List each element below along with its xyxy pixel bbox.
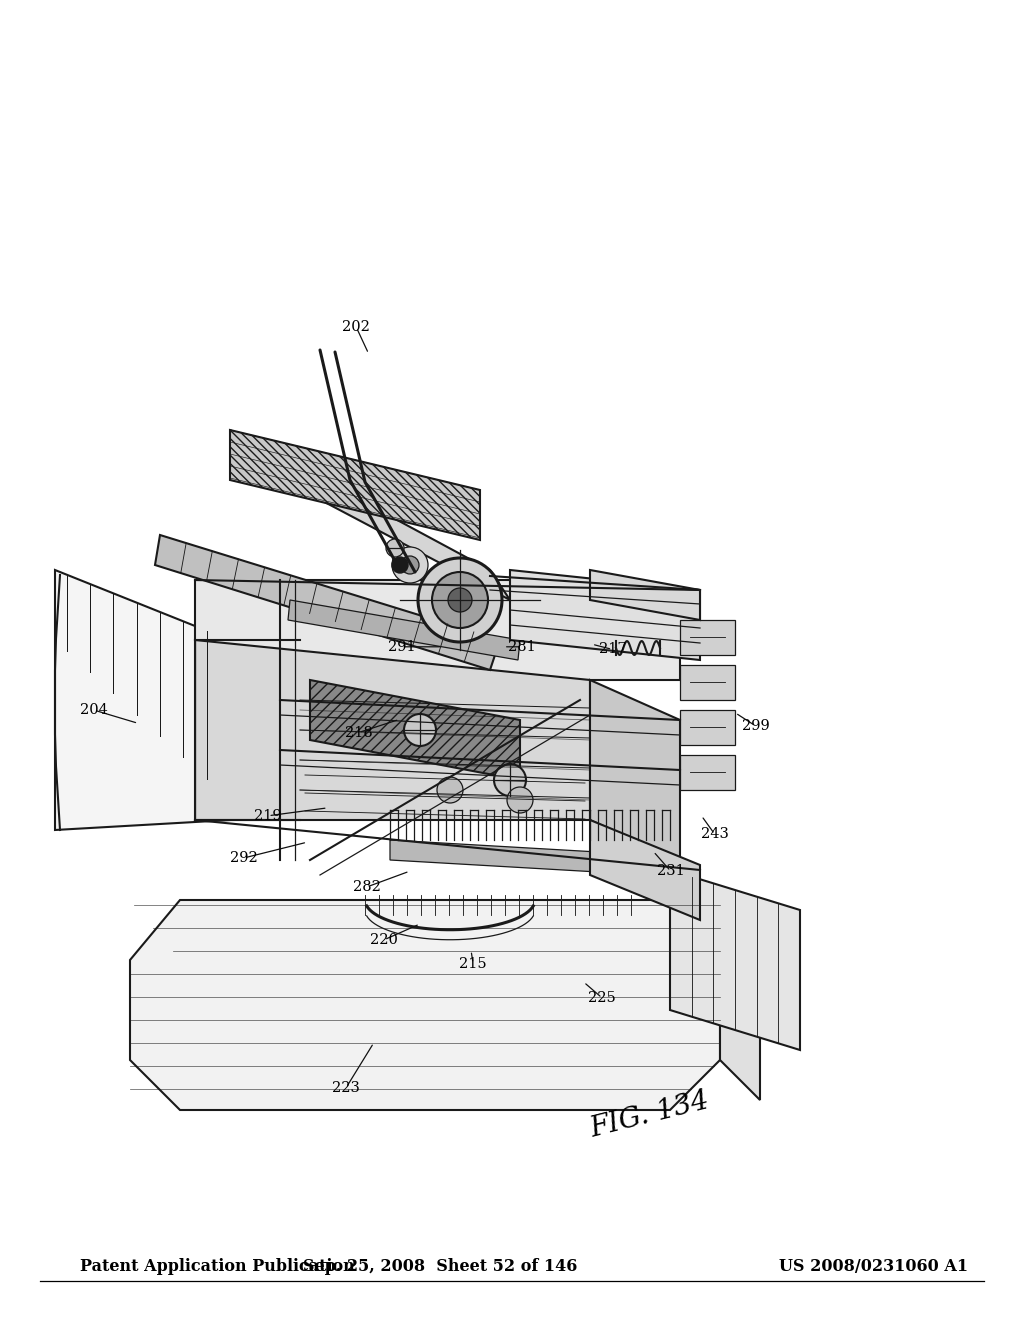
Circle shape	[449, 587, 472, 612]
Polygon shape	[288, 601, 520, 660]
Bar	[680, 620, 735, 655]
Text: 292: 292	[229, 851, 258, 865]
Bar	[680, 665, 735, 700]
Circle shape	[432, 572, 488, 628]
Text: 215: 215	[460, 957, 486, 970]
Polygon shape	[670, 870, 800, 1049]
Polygon shape	[55, 570, 230, 830]
Text: FIG. 134: FIG. 134	[588, 1088, 713, 1143]
Polygon shape	[195, 579, 680, 680]
Polygon shape	[310, 680, 520, 780]
Text: 225: 225	[588, 991, 616, 1005]
Circle shape	[392, 546, 428, 583]
Circle shape	[401, 556, 419, 574]
Text: 219: 219	[255, 809, 282, 822]
Circle shape	[437, 777, 463, 803]
Polygon shape	[590, 680, 680, 861]
Circle shape	[494, 764, 526, 796]
Polygon shape	[195, 640, 590, 820]
Polygon shape	[130, 900, 720, 1110]
Text: 220: 220	[370, 933, 398, 946]
Polygon shape	[720, 960, 760, 1100]
Text: 218: 218	[344, 726, 373, 739]
Text: 202: 202	[342, 321, 371, 334]
Text: 217: 217	[599, 643, 626, 656]
Bar	[680, 710, 735, 744]
Circle shape	[386, 539, 404, 557]
Text: US 2008/0231060 A1: US 2008/0231060 A1	[778, 1258, 968, 1275]
Text: Sep. 25, 2008  Sheet 52 of 146: Sep. 25, 2008 Sheet 52 of 146	[303, 1258, 578, 1275]
Circle shape	[392, 557, 408, 573]
Polygon shape	[390, 840, 650, 875]
Text: 231: 231	[656, 865, 685, 878]
Text: 282: 282	[352, 880, 381, 894]
Polygon shape	[510, 570, 700, 660]
Text: 204: 204	[80, 704, 109, 717]
Polygon shape	[230, 430, 480, 540]
Text: Patent Application Publication: Patent Application Publication	[80, 1258, 354, 1275]
Polygon shape	[590, 820, 700, 920]
Text: 223: 223	[332, 1081, 360, 1094]
Text: 243: 243	[700, 828, 729, 841]
Text: 291: 291	[388, 640, 415, 653]
Circle shape	[507, 787, 534, 813]
Circle shape	[404, 714, 436, 746]
Text: 281: 281	[508, 640, 537, 653]
Text: 299: 299	[741, 719, 770, 733]
Bar	[680, 755, 735, 789]
Polygon shape	[155, 535, 500, 671]
Polygon shape	[230, 430, 510, 601]
Polygon shape	[590, 570, 700, 620]
Circle shape	[418, 558, 502, 642]
